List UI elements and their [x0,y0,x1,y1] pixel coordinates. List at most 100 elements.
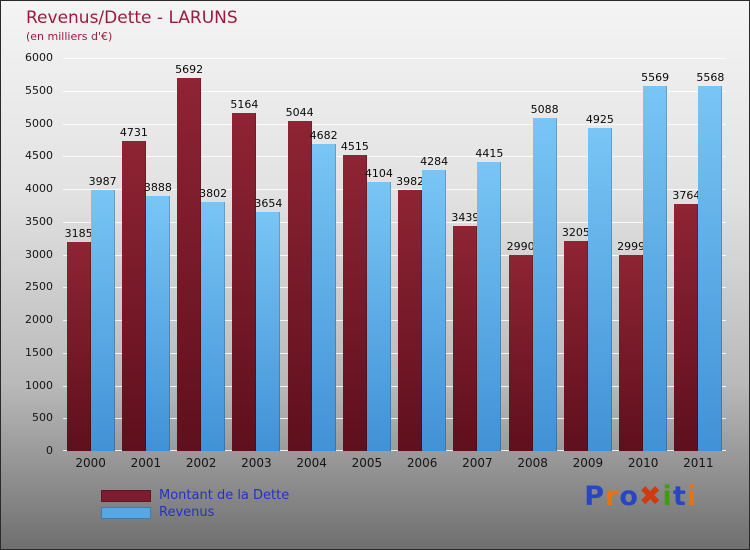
bar-series-1 [422,170,447,451]
logo-letter: P [584,481,606,512]
logo-letter: i [686,481,697,512]
x-axis-tick-label: 2009 [572,456,604,470]
bar-value-label: 5569 [641,71,670,85]
gridline [63,450,726,451]
bar-series-0 [398,190,423,451]
y-axis-tick-label: 2000 [25,313,53,326]
bar-value-label: 4104 [364,167,393,181]
x-axis-tick-label: 2008 [517,456,548,470]
bar-series-1 [256,211,281,451]
x-axis-tick-label: 2002 [185,456,217,470]
gridline [63,189,726,190]
x-axis-tick-label: 2011 [683,456,714,470]
legend-swatch-revenus [101,506,151,519]
y-axis-tick-label: 5000 [25,116,53,130]
bar-value-label: 4925 [585,113,614,127]
y-axis-tick-label: 4500 [25,149,53,163]
bar-value-label: 3654 [254,196,283,210]
gridline [63,58,726,59]
legend-swatch-dette [101,489,151,502]
bar-series-1 [477,161,502,451]
legend-label-revenus: Revenus [159,505,215,520]
bar-value-label: 3439 [451,210,480,224]
bar-value-label: 4284 [420,155,449,169]
gridline [63,90,726,92]
y-axis-tick-label: 6000 [25,51,53,64]
bar-value-label: 3802 [199,186,228,200]
bar-series-1 [587,128,612,451]
y-axis-tick-label: 1000 [25,378,53,392]
logo-letter: o [619,481,639,512]
bar-series-1 [532,117,557,451]
bar-value-label: 4682 [309,129,338,143]
proxiti-logo: Pro✖iti [584,481,697,512]
bar-value-label: 3205 [561,226,590,240]
bar-value-label: 4415 [475,146,504,160]
gridline [63,385,726,387]
chart-title: Revenus/Dette - LARUNS [26,8,238,28]
bar-value-label: 5568 [696,71,725,85]
bar-series-1 [145,196,170,451]
bar-series-0 [508,255,533,451]
bar-value-label: 3987 [88,174,117,188]
x-axis-tick-label: 2010 [627,456,659,470]
x-axis-tick-label: 2000 [75,456,106,470]
logo-letter: t [672,481,687,512]
bar-series-0 [177,78,202,451]
legend-label-dette: Montant de la Dette [159,488,290,503]
x-axis-tick-label: 2005 [351,456,383,470]
legend: Montant de la Dette Revenus [101,487,289,521]
bar-series-0 [232,112,257,451]
y-axis-tick-label: 3000 [25,247,53,261]
bar-series-0 [453,225,478,451]
gridline [63,320,726,321]
y-axis-tick-label: 0 [46,444,53,457]
bar-series-0 [287,120,312,451]
logo-letter: r [605,481,620,512]
bar-value-label: 2999 [617,239,646,253]
bar-series-0 [66,242,91,451]
gridline [63,221,726,223]
plot-area: 3185 3987 4731 3888 5692 3802 5164 3654 5044 4682… [63,58,726,451]
gridline [63,418,726,420]
bar-series-1 [366,182,391,451]
x-axis-tick-label: 2001 [130,456,162,470]
x-axis: 2000 2001 2002 2003 2004 2005 2006 2007 2008 2009… [1,456,749,474]
bar-value-label: 3888 [143,181,172,195]
y-axis-tick-label: 1500 [25,345,53,359]
y-axis-tick-label: 5500 [25,83,53,97]
y-axis-tick-label: 500 [32,411,53,425]
bar-value-label: 2990 [506,240,535,254]
x-axis-tick-label: 2006 [406,456,438,470]
y-axis-tick-label: 3500 [25,214,53,228]
bar-series-0 [674,204,699,451]
bar-series-0 [342,155,367,451]
y-axis: 0 500 1000 1500 2000 2500 3000 3500 4000 4500 5000… [1,1,57,549]
gridline [63,287,726,289]
bar-value-label: 3982 [396,175,425,189]
gridline [63,254,726,256]
bar-series-1 [90,189,115,451]
legend-item-revenus: Revenus [101,504,289,521]
legend-item-dette: Montant de la Dette [101,487,289,504]
bar-value-label: 3764 [672,189,701,203]
bar-series-1 [201,201,226,451]
bar-series-0 [563,241,588,451]
y-axis-tick-label: 4000 [25,182,53,195]
bar-value-label: 5044 [285,105,314,119]
x-axis-tick-label: 2007 [462,456,493,470]
bar-value-label: 5164 [230,97,259,111]
x-axis-tick-label: 2004 [296,456,327,470]
logo-letter: i [662,481,673,512]
bar-value-label: 3185 [64,227,93,241]
gridline [63,352,726,354]
bar-value-label: 4515 [340,140,369,154]
bar-value-label: 5692 [175,63,204,77]
gridline [63,123,726,125]
bar-value-label: 4731 [119,126,148,140]
bar-series-1 [311,144,336,451]
bar-series-1 [643,86,668,451]
y-axis-tick-label: 2500 [25,280,53,294]
logo-letter: ✖ [638,481,663,512]
